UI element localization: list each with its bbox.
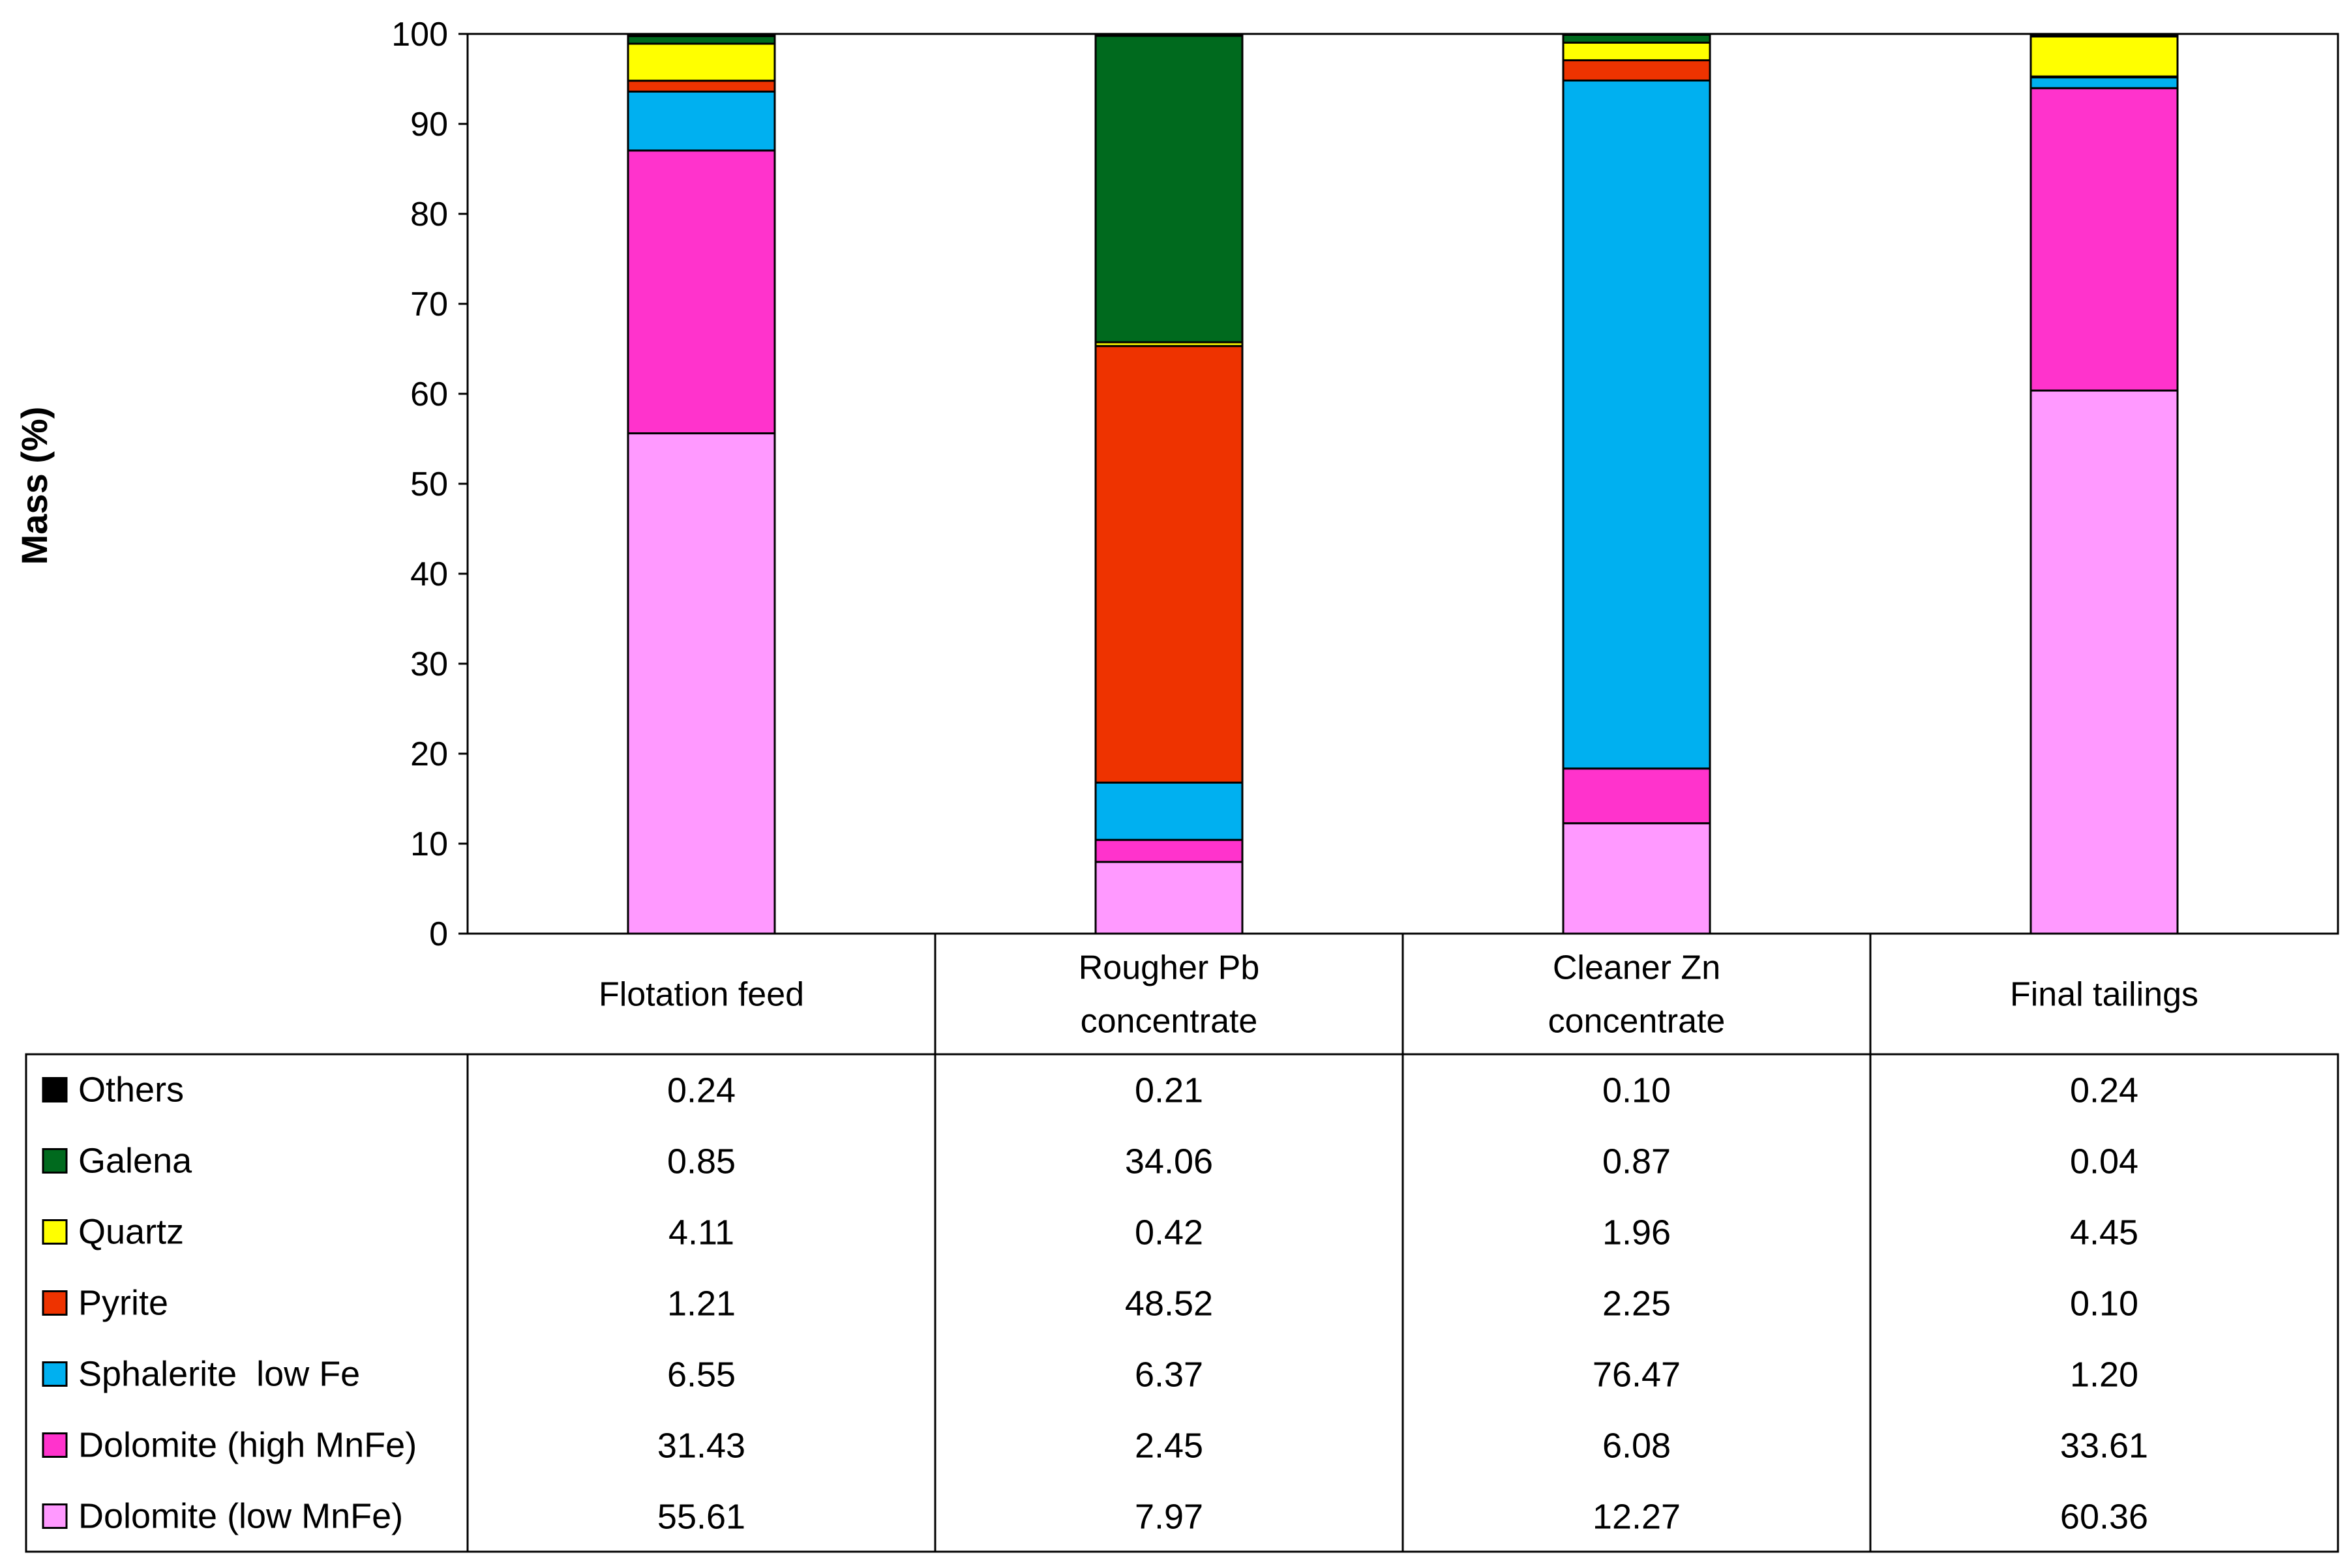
legend-label: Pyrite (78, 1284, 168, 1323)
data-table-value: 2.45 (1135, 1427, 1203, 1466)
data-table-value: 34.06 (1125, 1142, 1213, 1181)
legend-swatch (42, 1077, 68, 1102)
data-table-value: 0.24 (2070, 1071, 2138, 1110)
data-table-value: 60.36 (2060, 1498, 2148, 1537)
legend-label: Galena (78, 1142, 192, 1181)
category-label: Final tailings (2010, 976, 2198, 1014)
data-table-value: 6.37 (1135, 1355, 1203, 1395)
data-table-value: 0.21 (1135, 1071, 1203, 1110)
data-table-value: 12.27 (1593, 1498, 1681, 1537)
y-tick-label: 100 (391, 16, 448, 53)
y-tick-label: 90 (410, 106, 448, 143)
data-table-value: 76.47 (1593, 1355, 1681, 1395)
bar-segment (1094, 781, 1244, 841)
category-label: Flotation feed (599, 976, 804, 1014)
legend-swatch (42, 1148, 68, 1174)
bar-segment (1094, 345, 1244, 784)
bar-segment (2029, 87, 2179, 392)
data-table-value: 7.97 (1135, 1498, 1203, 1537)
category-label: Cleaner Zn (1553, 949, 1720, 987)
data-table-value: 1.21 (667, 1284, 736, 1324)
y-tick-label: 0 (429, 915, 448, 953)
data-table-value: 0.24 (667, 1071, 736, 1110)
legend-label: Dolomite (high MnFe) (78, 1426, 417, 1465)
bar-segment (627, 35, 776, 45)
y-axis-title: Mass (%) (14, 407, 55, 565)
data-table-value: 1.96 (1602, 1213, 1671, 1252)
data-table-value: 0.04 (2070, 1142, 2138, 1181)
data-table: Flotation feed Rougher Pb concentrate Clean… (25, 934, 2339, 1553)
y-axis-ticks: 0 10 20 30 40 50 60 70 80 90 100 (391, 16, 468, 953)
y-tick-label: 30 (410, 645, 448, 683)
legend-swatch (42, 1290, 68, 1316)
legend-label: Dolomite (low MnFe) (78, 1497, 403, 1536)
data-table-value: 1.20 (2070, 1355, 2138, 1395)
y-tick-label: 10 (410, 825, 448, 863)
bar-segment (1094, 35, 1244, 344)
data-table-value: 6.55 (667, 1355, 736, 1395)
legend-label: Quartz (78, 1213, 184, 1252)
y-tick-label: 70 (410, 286, 448, 323)
bar-segment (2029, 76, 2179, 89)
bar-segment (1562, 767, 1711, 825)
data-table-value: 33.61 (2060, 1427, 2148, 1466)
bar-segment (1562, 79, 1711, 770)
legend-label: Sphalerite low Fe (78, 1355, 360, 1394)
bar-segment (2029, 35, 2179, 78)
data-table-value: 0.85 (667, 1142, 736, 1181)
bar-segment (1562, 822, 1711, 935)
bar-segment (627, 432, 776, 935)
y-tick-label: 20 (410, 735, 448, 773)
bar-segment (627, 149, 776, 435)
bar-segment (627, 80, 776, 93)
data-table-value: 55.61 (657, 1498, 745, 1537)
data-table-value: 48.52 (1125, 1284, 1213, 1324)
category-label: Rougher Pb (1079, 949, 1260, 987)
category-label: concentrate (1081, 1003, 1258, 1041)
bar-segment (627, 90, 776, 152)
bar-segment (1562, 33, 1711, 44)
table-border (25, 1053, 2339, 1553)
legend-swatch (42, 1432, 68, 1458)
data-table-value: 0.42 (1135, 1213, 1203, 1252)
bar-segment (1094, 861, 1244, 935)
bar-segment (2029, 389, 2179, 935)
y-tick-label: 50 (410, 466, 448, 503)
bar-segment (1562, 41, 1711, 61)
data-table-value: 0.87 (1602, 1142, 1671, 1181)
data-table-value: 2.25 (1602, 1284, 1671, 1324)
bar-segments (627, 33, 2179, 935)
y-tick-label: 60 (410, 376, 448, 413)
bar-segment (627, 42, 776, 82)
legend-swatch (42, 1503, 68, 1529)
legend-label: Others (78, 1071, 184, 1110)
data-table-value: 0.10 (2070, 1284, 2138, 1324)
data-table-value: 4.11 (668, 1213, 734, 1252)
data-table-value: 31.43 (657, 1427, 745, 1466)
data-table-value: 0.10 (1602, 1071, 1671, 1110)
data-table-value: 6.08 (1602, 1427, 1671, 1466)
y-tick-label: 40 (410, 555, 448, 593)
legend-swatch (42, 1361, 68, 1387)
bar-segment (1094, 838, 1244, 863)
bar-segment (1562, 59, 1711, 81)
legend-swatch (42, 1219, 68, 1245)
data-table-value: 4.45 (2070, 1213, 2138, 1252)
category-label: concentrate (1548, 1003, 1726, 1041)
y-tick-label: 80 (410, 196, 448, 233)
